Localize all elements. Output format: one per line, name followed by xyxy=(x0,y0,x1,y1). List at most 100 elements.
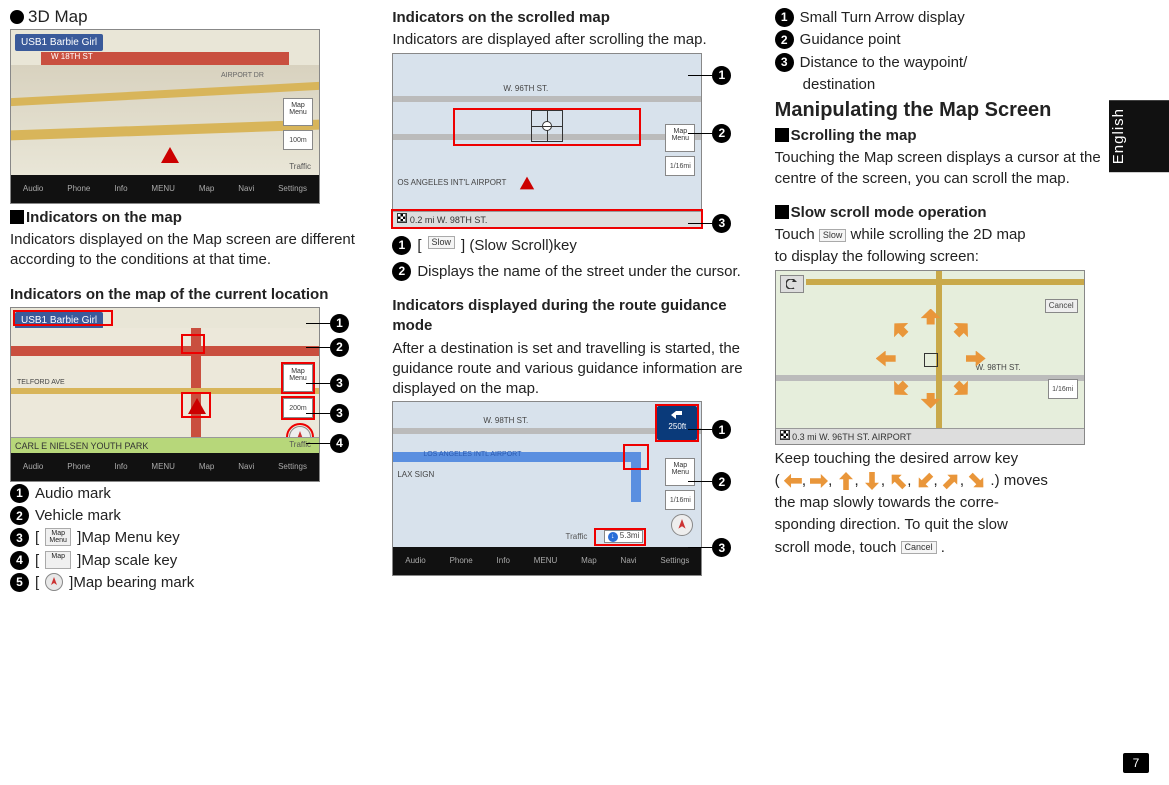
arrow-left[interactable] xyxy=(876,351,896,367)
square-bullet-icon xyxy=(10,210,24,224)
map-route-screenshot: W. 98TH ST. LOS ANGELES INTL AIRPORT LAX… xyxy=(392,401,702,576)
arrow-right[interactable] xyxy=(966,351,986,367)
road-segment xyxy=(806,279,1084,285)
toolbar-item[interactable]: Phone xyxy=(67,184,90,195)
arrow-key-icon xyxy=(887,469,910,492)
text: . xyxy=(941,539,945,556)
toolbar-item[interactable]: Settings xyxy=(660,556,689,567)
num-1: 1 xyxy=(392,236,411,255)
arrow-key-icon xyxy=(966,469,989,492)
map-slow-scroll-screenshot: W. 98TH ST. Cancel 1/16mi 0.3 mi xyxy=(775,270,1085,445)
vehicle-arrow-icon xyxy=(520,176,534,189)
toolbar-item[interactable]: Phone xyxy=(67,462,90,473)
arrow-downleft[interactable] xyxy=(887,376,912,401)
toolbar-item[interactable]: Map xyxy=(199,462,215,473)
map-scrolled-screenshot: Slow W. 96TH ST. OS ANGELES INT'L AIRPOR… xyxy=(392,53,702,228)
manipulating-heading: Manipulating the Map Screen xyxy=(775,97,1129,124)
back-button[interactable] xyxy=(780,275,804,293)
callout-3: 3 xyxy=(330,374,349,393)
vehicle-arrow-icon xyxy=(161,147,179,163)
text: the map slowly towards the corre- xyxy=(775,493,1129,513)
arrow-key-icon xyxy=(940,469,963,492)
highlight-box xyxy=(181,392,211,418)
text: Keep touching the desired arrow key xyxy=(775,449,1129,469)
toolbar-item[interactable]: Navi xyxy=(621,556,637,567)
callout-2: 2 xyxy=(330,338,349,357)
toolbar-item[interactable]: Map xyxy=(581,556,597,567)
square-bullet-icon xyxy=(775,128,789,142)
scroll-heading: Indicators on the scrolled map xyxy=(392,8,746,28)
legend-audio-mark: Audio mark xyxy=(35,484,111,504)
text: scroll mode, touch xyxy=(775,539,901,556)
text: to display the following screen: xyxy=(775,247,1129,267)
indicators-heading: Indicators on the map xyxy=(26,209,182,226)
map-scale-button[interactable]: 1/16mi xyxy=(665,156,695,176)
toolbar-item[interactable]: Audio xyxy=(23,184,43,195)
street-label: W. 96TH ST. xyxy=(503,84,548,95)
slow-icon-inline: Slow xyxy=(819,229,847,242)
arrow-upright[interactable] xyxy=(949,316,974,341)
callout-1: 1 xyxy=(330,314,349,333)
map-scale-button[interactable]: 1/16mi xyxy=(1048,379,1078,399)
map-menu-button[interactable]: Map Menu xyxy=(283,98,313,126)
bottom-toolbar: Audio Phone Info MENU Map Navi Settings xyxy=(11,175,319,203)
arrow-key-icon xyxy=(913,469,936,492)
toolbar-item[interactable]: Audio xyxy=(405,556,425,567)
lax-sign: LAX SIGN xyxy=(397,470,434,481)
text: [ xyxy=(35,528,39,548)
toolbar-item[interactable]: Info xyxy=(114,184,127,195)
callout-1: 1 xyxy=(712,66,731,85)
map-body: TELFORD AVE xyxy=(11,328,319,437)
compass-icon[interactable] xyxy=(671,514,693,536)
map-current-screenshot: USB1 Barbie Girl TELFORD AVE Map Menu 20… xyxy=(10,307,320,482)
traffic-label: Traffic xyxy=(289,162,311,173)
toolbar-item[interactable]: Audio xyxy=(23,462,43,473)
map-scale-button[interactable]: 1/16mi xyxy=(665,490,695,510)
toolbar-item[interactable]: MENU xyxy=(534,556,558,567)
text: ( xyxy=(775,472,780,489)
map-3d-plane: AIRPORT DR xyxy=(11,65,319,175)
scrolling-map-body: Touching the Map screen displays a curso… xyxy=(775,148,1129,189)
text: Touch xyxy=(775,226,819,243)
cancel-icon-inline: Cancel xyxy=(901,541,937,554)
toolbar-item[interactable]: Settings xyxy=(278,184,307,195)
road-segment xyxy=(11,120,319,141)
cancel-button[interactable]: Cancel xyxy=(1045,299,1078,314)
status-bar: 0.3 mi W. 96TH ST. AIRPORT xyxy=(776,428,1084,444)
toolbar-item[interactable]: Settings xyxy=(278,462,307,473)
street-label: W. 98TH ST. xyxy=(483,416,528,427)
toolbar-item[interactable]: MENU xyxy=(151,184,175,195)
slow-icon-inline: Slow xyxy=(428,236,456,249)
square-bullet-icon xyxy=(775,205,789,219)
street-label: TELFORD AVE xyxy=(17,378,65,387)
callout-3b: 3 xyxy=(330,404,349,423)
highlight-box xyxy=(623,444,649,470)
scrolling-map-heading: Scrolling the map xyxy=(791,127,917,144)
text: ] (Slow Scroll)key xyxy=(461,236,577,256)
arrow-downright[interactable] xyxy=(949,376,974,401)
toolbar-item[interactable]: MENU xyxy=(151,462,175,473)
scroll-body: Indicators are displayed after scrolling… xyxy=(392,30,746,50)
arrow-upleft[interactable] xyxy=(887,316,912,341)
toolbar-item[interactable]: Info xyxy=(114,462,127,473)
map-menu-icon-inline: Map Menu xyxy=(45,528,71,546)
toolbar-item[interactable]: Navi xyxy=(238,184,254,195)
num-1: 1 xyxy=(775,8,794,27)
arrow-down[interactable] xyxy=(921,393,941,409)
column-1: 3D Map USB1 Barbie Girl W 18TH ST AIRPOR… xyxy=(10,6,364,595)
toolbar-item[interactable]: Phone xyxy=(450,556,473,567)
road-segment xyxy=(11,388,319,394)
toolbar-item[interactable]: Map xyxy=(199,184,215,195)
route-body: After a destination is set and travellin… xyxy=(392,339,746,400)
callout-2: 2 xyxy=(712,472,731,491)
usb-tag: USB1 Barbie Girl xyxy=(15,34,103,52)
slow-scroll-heading: Slow scroll mode operation xyxy=(791,204,987,221)
direction-arrows xyxy=(876,309,986,409)
text: sponding direction. To quit the slow xyxy=(775,515,1129,535)
arrow-up[interactable] xyxy=(921,309,941,325)
map-scale-button[interactable]: 100m xyxy=(283,130,313,150)
toolbar-item[interactable]: Info xyxy=(497,556,510,567)
toolbar-item[interactable]: Navi xyxy=(238,462,254,473)
callout-2: 2 xyxy=(712,124,731,143)
highlight-box xyxy=(391,209,703,229)
